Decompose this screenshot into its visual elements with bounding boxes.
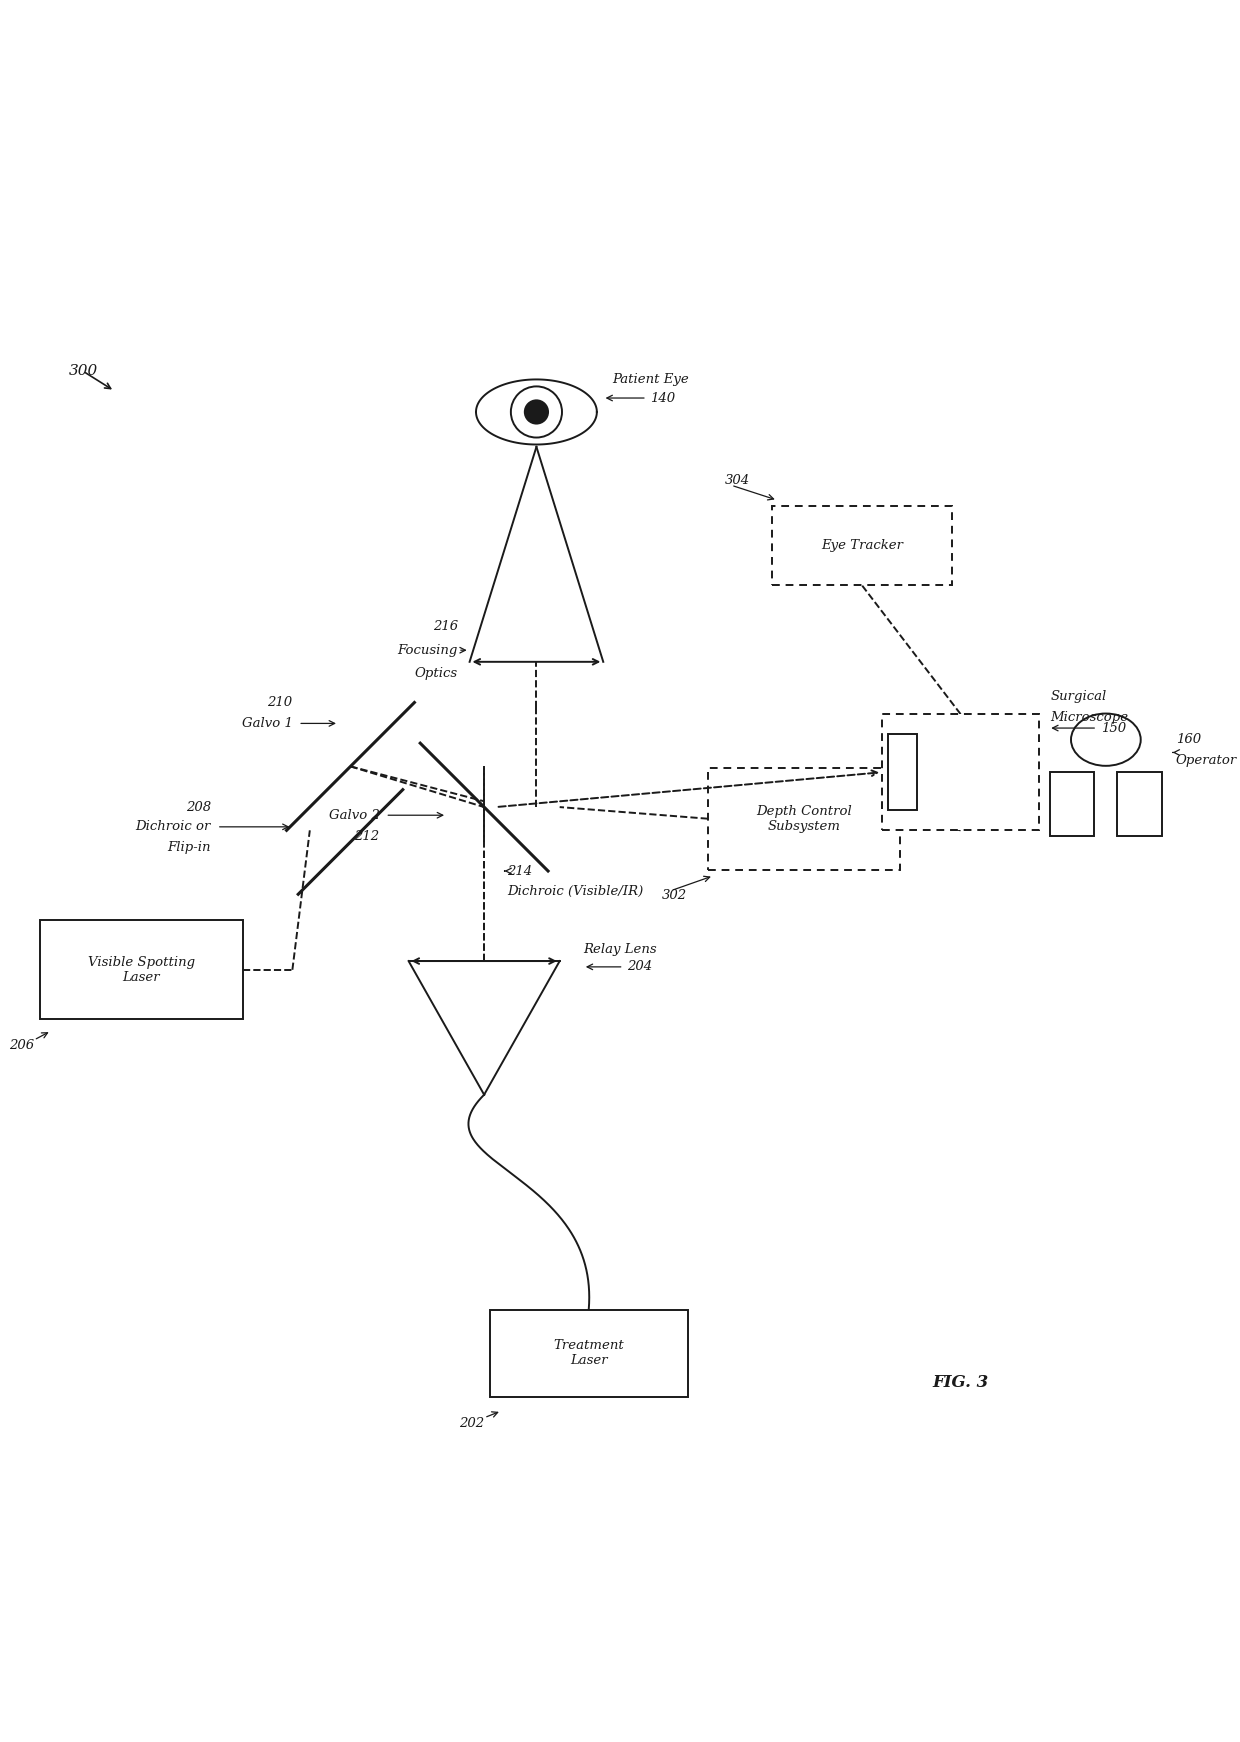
Bar (1117, 772, 1162, 836)
Text: 212: 212 (355, 829, 379, 843)
Bar (708, 768, 899, 869)
Text: 208: 208 (186, 801, 211, 814)
Text: 304: 304 (725, 474, 750, 488)
Text: Microscope: Microscope (1050, 711, 1128, 725)
Text: 150: 150 (1101, 721, 1126, 735)
Text: Flip-in: Flip-in (167, 841, 211, 854)
Ellipse shape (1071, 714, 1141, 766)
Text: Dichroic (Visible/IR): Dichroic (Visible/IR) (507, 885, 644, 899)
Text: Surgical: Surgical (1050, 690, 1107, 704)
Text: 302: 302 (661, 888, 687, 902)
Text: Visible Spotting
Laser: Visible Spotting Laser (88, 956, 195, 984)
Bar (882, 714, 1039, 831)
Circle shape (525, 401, 548, 423)
Text: 160: 160 (1176, 733, 1200, 746)
Text: 300: 300 (68, 364, 98, 378)
Bar (490, 1310, 687, 1397)
Text: 204: 204 (627, 960, 652, 974)
Bar (771, 507, 952, 585)
Text: 210: 210 (268, 697, 293, 709)
Bar (1050, 772, 1094, 836)
Text: FIG. 3: FIG. 3 (932, 1374, 988, 1390)
Text: 202: 202 (459, 1416, 484, 1430)
Text: Operator: Operator (1176, 754, 1236, 766)
Text: 140: 140 (650, 392, 676, 404)
Text: Dichroic or: Dichroic or (135, 820, 211, 833)
Text: 206: 206 (9, 1040, 33, 1052)
Text: Galvo 2: Galvo 2 (329, 808, 379, 822)
Text: Optics: Optics (415, 667, 458, 679)
Text: Treatment
Laser: Treatment Laser (553, 1340, 624, 1367)
Text: Relay Lens: Relay Lens (583, 942, 656, 956)
Text: 216: 216 (433, 620, 458, 634)
Text: Eye Tracker: Eye Tracker (821, 538, 903, 552)
Text: Galvo 1: Galvo 1 (242, 718, 293, 730)
Text: Focusing: Focusing (398, 645, 458, 657)
Bar (40, 920, 243, 1019)
Text: Patient Eye: Patient Eye (613, 373, 688, 387)
Text: Depth Control
Subsystem: Depth Control Subsystem (756, 805, 852, 833)
Bar (888, 735, 918, 810)
Text: 214: 214 (507, 864, 532, 878)
